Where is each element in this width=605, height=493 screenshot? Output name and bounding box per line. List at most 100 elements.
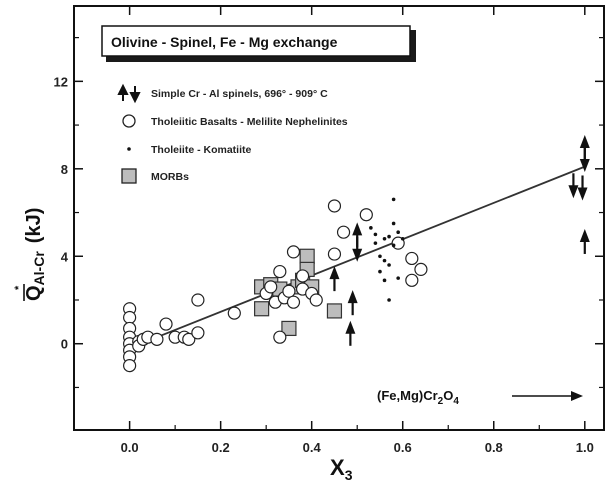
komatiite-dot-point xyxy=(382,236,387,241)
basalt-circle-point xyxy=(295,269,310,283)
komatiite-dot-point xyxy=(387,263,391,267)
spinel-down-arrow-point xyxy=(568,173,579,199)
legend-dot-symbol xyxy=(127,147,131,151)
basalt-circle-point xyxy=(327,199,342,213)
komatiite-dot-point xyxy=(396,276,400,280)
basalt-circle-point xyxy=(150,332,164,346)
arrow-head xyxy=(329,266,340,280)
komatiite-dot-point xyxy=(391,243,396,248)
legend-square-symbol xyxy=(121,168,137,184)
basalt-circle-point xyxy=(414,262,428,276)
legend-arrow-symbol xyxy=(117,83,141,104)
basalt-circle-point xyxy=(327,247,342,261)
basalt-circle-point xyxy=(123,310,137,325)
annotation-sub2: 4 xyxy=(453,396,459,407)
x-axis-label-main: X xyxy=(330,455,345,480)
legend-circle-symbol xyxy=(122,114,136,128)
y-axis-label-unit: (kJ) xyxy=(23,208,45,244)
y-axis-label-sub: Al-Cr xyxy=(31,251,47,286)
spinel-down-arrow-point xyxy=(577,175,588,201)
morb-square-point xyxy=(254,301,270,317)
arrow-head xyxy=(352,248,363,262)
spinel-up-arrow-point xyxy=(345,320,356,346)
x-tick-label: 0.0 xyxy=(121,440,139,455)
chart-title: Olivine - Spinel, Fe - Mg exchange xyxy=(111,34,338,50)
legend-label-squares: MORBs xyxy=(151,171,189,183)
komatiite-dot-point xyxy=(391,197,396,202)
komatiite-dot-point xyxy=(387,298,391,302)
arrow-head xyxy=(579,159,590,173)
x-tick-label: 0.4 xyxy=(303,440,322,455)
y-tick-label: 12 xyxy=(54,74,68,89)
annotation-text-mid: O xyxy=(443,388,453,403)
komatiite-dot-point xyxy=(373,241,378,245)
x-tick-label: 0.8 xyxy=(485,440,503,455)
y-tick-label: 4 xyxy=(61,249,69,264)
annotation-sub1: 2 xyxy=(438,396,444,407)
basalt-circle-point xyxy=(336,225,351,239)
basalt-circle-point xyxy=(191,326,205,340)
basalt-circle-point xyxy=(282,284,296,298)
basalt-circle-point xyxy=(405,251,419,266)
komatiite-dot-point xyxy=(369,226,373,230)
annotation-text-main: (Fe,Mg)Cr xyxy=(377,388,438,403)
axis-ticks: 0.0 0.2 0.4 0.6 0.8 1.0 0 4 8 12 xyxy=(54,7,603,455)
y-axis-label: * QAl-Cr (kJ) xyxy=(13,208,47,301)
basalt-circle-point xyxy=(264,280,278,294)
spinel-up-arrow-point xyxy=(347,290,358,316)
arrow-head xyxy=(345,320,356,334)
basalt-circle-point xyxy=(159,317,173,331)
x-tick-label: 1.0 xyxy=(576,440,594,455)
komatiite-dot-point xyxy=(378,269,382,274)
y-tick-label: 8 xyxy=(61,162,68,177)
legend: Simple Cr - Al spinels, 696° - 909° C Th… xyxy=(117,83,348,184)
basalt-circle-point xyxy=(227,306,241,320)
arrow-head xyxy=(579,134,590,148)
spinel-down-arrow-point xyxy=(579,147,590,173)
komatiite-dot-point xyxy=(378,254,382,259)
arrow-head xyxy=(352,222,363,236)
komatiite-dot-point xyxy=(391,221,396,226)
x-axis-label: X3 xyxy=(330,455,353,483)
y-axis-label-main: Q xyxy=(23,285,45,301)
y-tick-label: 0 xyxy=(61,337,68,352)
basalt-circle-point xyxy=(182,332,196,346)
x-tick-label: 0.6 xyxy=(394,440,412,455)
morb-square-point xyxy=(299,248,315,264)
basalt-circle-point xyxy=(123,358,137,373)
basalt-circle-point xyxy=(286,295,301,309)
arrow-head xyxy=(347,290,358,304)
basalt-circle-point xyxy=(359,208,373,222)
basalt-circle-point xyxy=(286,245,301,259)
plot-frame xyxy=(73,5,605,431)
komatiite-dot-point xyxy=(396,230,400,235)
arrow-head xyxy=(577,187,588,201)
legend-label-dots: Tholeiite - Komatiite xyxy=(151,144,252,156)
komatiite-dot-point xyxy=(382,278,387,283)
spinel-up-arrow-point xyxy=(579,228,590,254)
svg-text:(Fe,Mg)Cr2O4: (Fe,Mg)Cr2O4 xyxy=(377,388,459,407)
basalt-circle-point xyxy=(309,293,323,307)
komatiite-dot-point xyxy=(382,258,387,263)
basalt-circle-point xyxy=(191,293,205,307)
komatiite-dot-point xyxy=(387,234,391,239)
legend-label-circles: Tholeiitic Basalts - Melilite Nephelinit… xyxy=(151,116,348,128)
basalt-circle-point xyxy=(273,330,287,344)
legend-label-arrows: Simple Cr - Al spinels, 696° - 909° C xyxy=(151,88,328,100)
annotation-arrow-head xyxy=(571,391,583,401)
morb-square-point xyxy=(281,320,297,337)
komatiite-dot-point xyxy=(400,236,405,241)
basalt-circle-point xyxy=(405,273,419,287)
x-tick-label: 0.2 xyxy=(212,440,230,455)
spinel-down-arrow-point xyxy=(352,236,363,262)
x-axis-label-sub: 3 xyxy=(345,467,353,483)
arrow-head xyxy=(579,228,590,242)
spinel-up-arrow-point xyxy=(329,266,340,292)
chart-title-box: Olivine - Spinel, Fe - Mg exchange xyxy=(101,25,416,62)
y-axis-label-star: * xyxy=(13,285,25,290)
morb-square-point xyxy=(326,303,343,319)
end-member-annotation: (Fe,Mg)Cr2O4 xyxy=(377,388,583,407)
arrow-head xyxy=(568,185,579,199)
basalt-circle-point xyxy=(273,264,287,279)
